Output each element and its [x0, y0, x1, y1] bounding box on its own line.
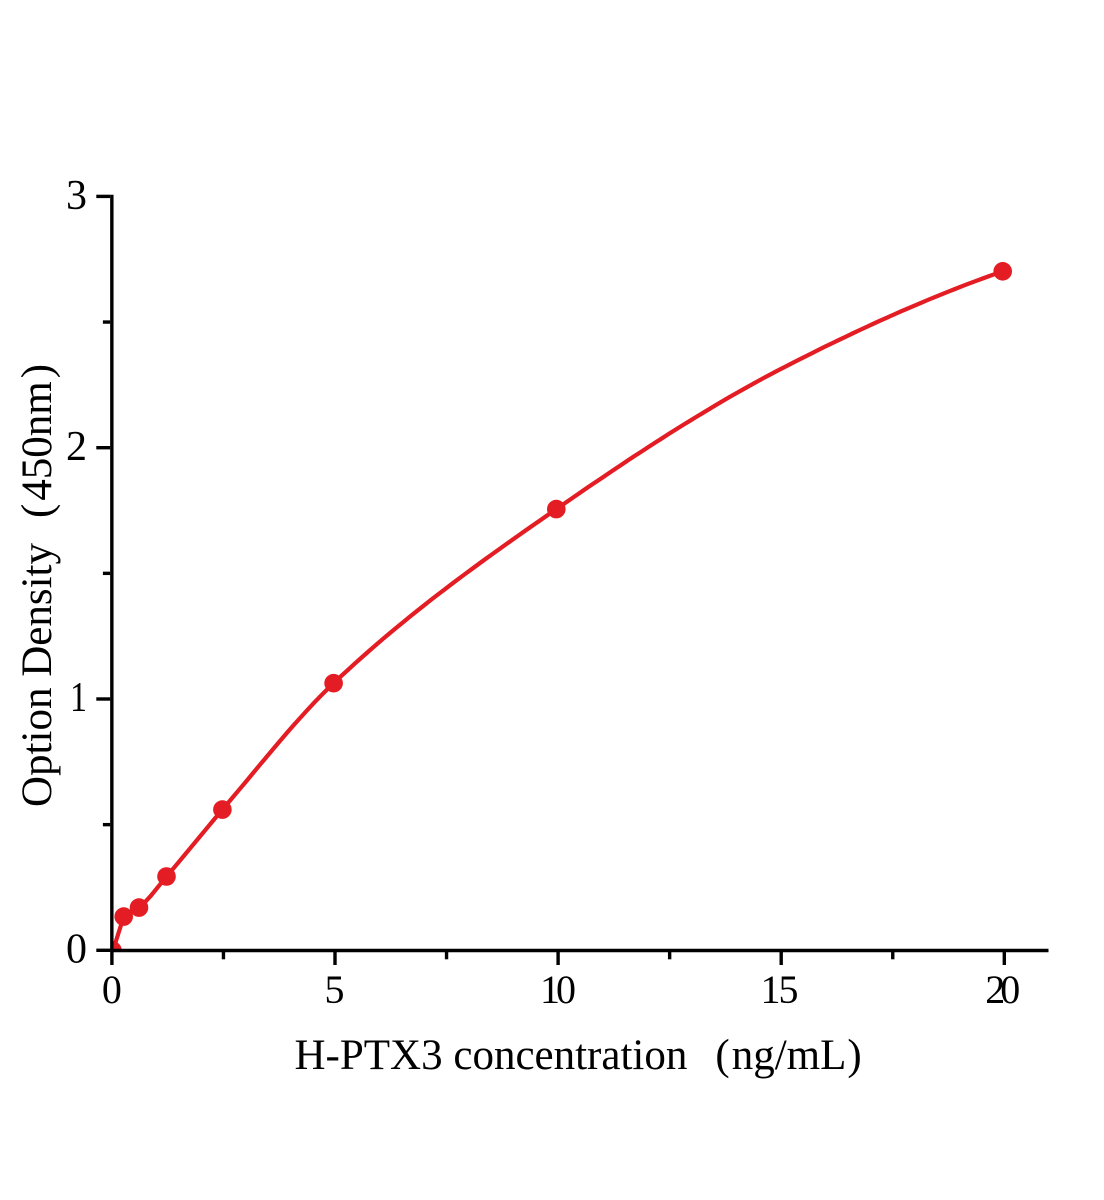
svg-text:10: 10	[540, 967, 576, 1012]
svg-text:15: 15	[761, 967, 799, 1012]
svg-text:0: 0	[66, 927, 87, 973]
svg-text:5: 5	[325, 967, 345, 1012]
svg-text:H-PTX3 concentration(ng/mL): H-PTX3 concentration (ng/mL)	[295, 1032, 862, 1079]
svg-text:Option Density(450nm): Option Density(450nm)	[14, 364, 61, 807]
svg-text:3: 3	[66, 173, 87, 219]
svg-text:2: 2	[66, 424, 87, 470]
svg-text:20: 20	[985, 967, 1020, 1012]
svg-text:1: 1	[70, 675, 87, 721]
svg-text:0: 0	[102, 967, 122, 1012]
